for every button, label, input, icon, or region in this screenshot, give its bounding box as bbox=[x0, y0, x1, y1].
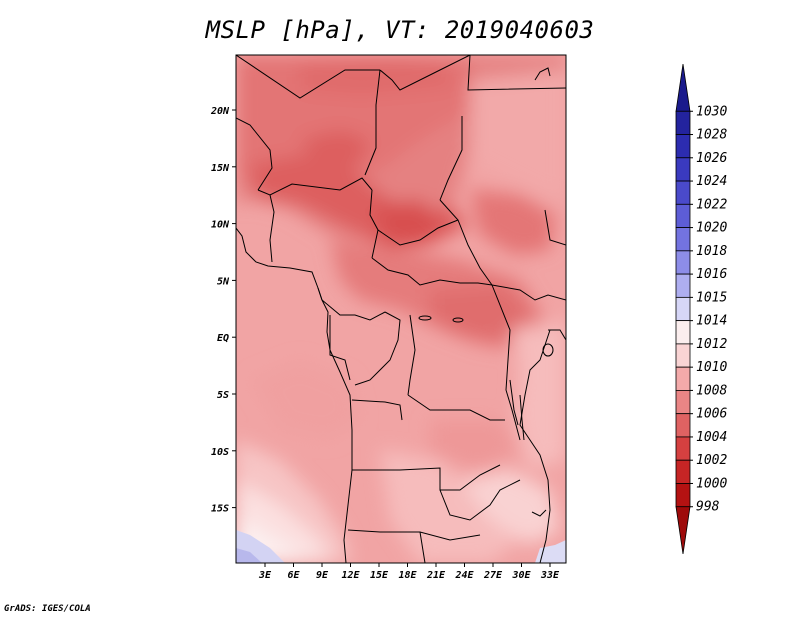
lon-tick-label: 18E bbox=[398, 570, 417, 581]
colorbar-swatch bbox=[675, 413, 691, 438]
colorbar-swatch bbox=[675, 296, 691, 322]
lon-tick-label: 24E bbox=[454, 570, 474, 581]
colorbar-label: 1002 bbox=[696, 453, 727, 468]
country-borders bbox=[236, 55, 566, 563]
colorbar-swatch bbox=[675, 250, 691, 275]
colorbar-label: 1015 bbox=[696, 290, 727, 305]
colorbar-swatch bbox=[675, 203, 691, 228]
latitude-axis: 20N 15N 10N 5N EQ 5S 10S 15S bbox=[210, 106, 236, 515]
colorbar-label: 1010 bbox=[696, 360, 727, 375]
longitude-axis: 3E 6E 9E 12E 15E 18E 21E 24E 27E 30E 33E bbox=[258, 563, 560, 581]
colorbar-swatch bbox=[675, 483, 691, 508]
colorbar-label: 1014 bbox=[696, 314, 727, 329]
colorbar-label: 1006 bbox=[696, 407, 727, 422]
colorbar-label: 1028 bbox=[696, 128, 727, 143]
colorbar-label: 1004 bbox=[696, 430, 727, 445]
colorbar-bottom-arrow bbox=[675, 506, 691, 555]
colorbar-swatch bbox=[675, 320, 691, 345]
lon-tick-label: 3E bbox=[258, 570, 272, 581]
colorbar-label: 1024 bbox=[696, 174, 727, 189]
colorbar-swatch bbox=[675, 366, 691, 391]
colorbar-label: 1030 bbox=[696, 104, 727, 119]
lat-tick-label: 15N bbox=[211, 163, 230, 174]
lon-tick-label: 27E bbox=[483, 570, 503, 581]
colorbar-label: 1018 bbox=[696, 244, 727, 259]
lat-tick-label: 15S bbox=[211, 504, 229, 515]
lakes bbox=[418, 315, 554, 517]
lat-tick-label: 10S bbox=[211, 447, 229, 458]
lat-tick-label: 10N bbox=[211, 220, 230, 231]
lat-tick-label: 5N bbox=[217, 276, 230, 287]
lat-tick-label: 20N bbox=[210, 106, 230, 117]
lon-tick-label: 30E bbox=[511, 570, 531, 581]
colorbar-swatch bbox=[675, 227, 691, 252]
colorbar-swatch bbox=[675, 343, 691, 368]
colorbar-swatch bbox=[675, 273, 691, 298]
colorbar-swatch bbox=[675, 110, 691, 135]
colorbar-label: 998 bbox=[696, 500, 720, 515]
colorbar-label: 1022 bbox=[696, 197, 727, 212]
lon-tick-label: 33E bbox=[540, 570, 560, 581]
colorbar-swatch bbox=[675, 180, 691, 205]
colorbar-swatch bbox=[675, 390, 691, 415]
map-title: MSLP [hPa], VT: 2019040603 bbox=[205, 16, 595, 44]
pressure-field bbox=[236, 55, 566, 563]
grads-credit: GrADS: IGES/COLA bbox=[4, 604, 91, 614]
lat-tick-label: 5S bbox=[217, 390, 229, 401]
lon-tick-label: 21E bbox=[426, 570, 446, 581]
colorbar-label: 1008 bbox=[696, 383, 727, 398]
pressure-colorbar: 1030 1028 1026 1024 1022 1020 1018 1016 1015 1014… bbox=[675, 63, 727, 555]
lon-tick-label: 15E bbox=[370, 570, 389, 581]
colorbar-swatch bbox=[675, 157, 691, 182]
colorbar-label: 1026 bbox=[696, 151, 727, 166]
colorbar-label: 1012 bbox=[696, 337, 727, 352]
colorbar-swatch bbox=[675, 436, 691, 461]
lon-tick-label: 12E bbox=[341, 570, 360, 581]
colorbar-label: 1000 bbox=[696, 476, 727, 491]
lon-tick-label: 9E bbox=[316, 570, 329, 581]
colorbar-swatch bbox=[675, 134, 691, 159]
lat-tick-label: EQ bbox=[217, 333, 229, 344]
map-frame-border bbox=[235, 54, 567, 564]
colorbar-top-arrow bbox=[675, 63, 691, 112]
colorbar-swatch bbox=[675, 459, 691, 484]
lon-tick-label: 6E bbox=[287, 570, 300, 581]
colorbar-label: 1016 bbox=[696, 267, 727, 282]
colorbar-label: 1020 bbox=[696, 221, 727, 236]
